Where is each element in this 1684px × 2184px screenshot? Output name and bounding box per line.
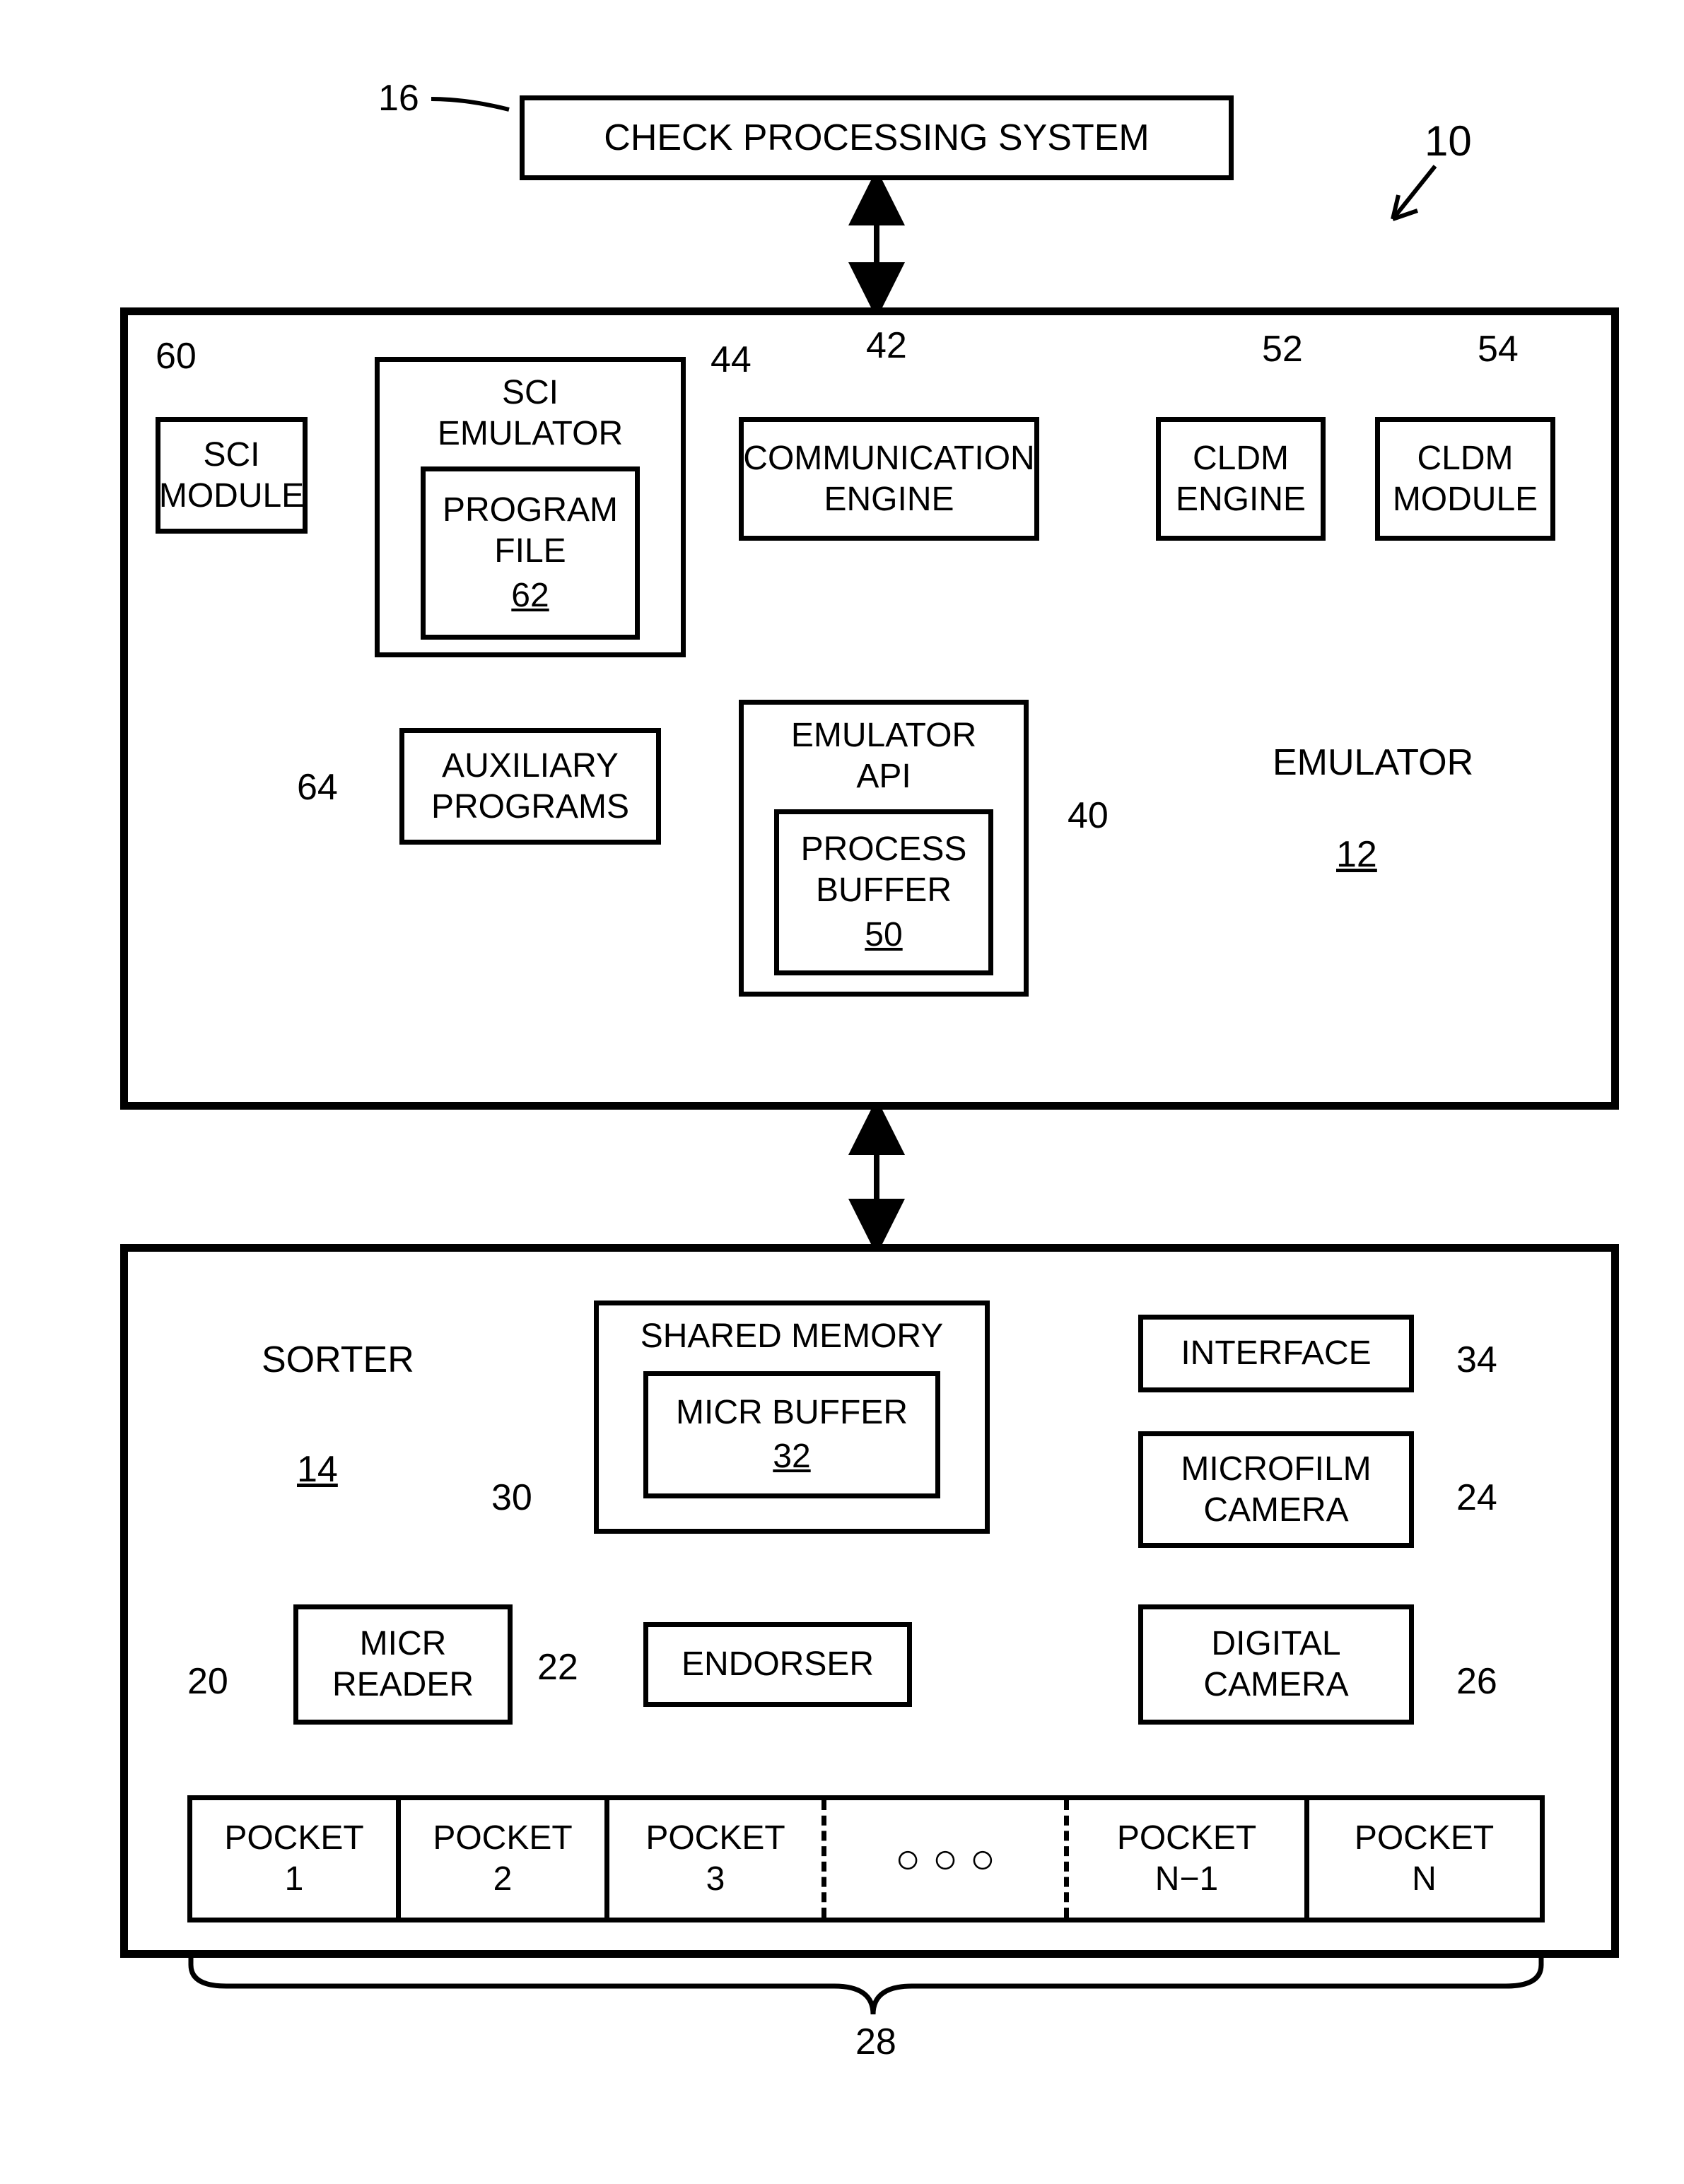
ref-16: 16 [378,78,419,120]
cldm-engine-label: CLDM ENGINE [1176,438,1306,519]
digital-camera-box: DIGITAL CAMERA [1138,1604,1414,1725]
auxiliary-programs-label: AUXILIARY PROGRAMS [431,746,629,827]
ref-32: 32 [773,1436,810,1477]
ref-52: 52 [1262,329,1303,371]
process-buffer-box: PROCESS BUFFER 50 [774,809,993,975]
interface-label: INTERFACE [1181,1333,1371,1374]
ref-62: 62 [511,575,549,616]
sci-module-box: SCI MODULE [156,417,308,534]
ref-40: 40 [1068,795,1109,838]
communication-engine-label: COMMUNICATION ENGINE [743,438,1034,519]
auxiliary-programs-box: AUXILIARY PROGRAMS [399,728,661,845]
pocket-n-1: POCKET N−1 [1069,1800,1309,1918]
emulator-api-label: EMULATOR API [749,715,1018,797]
sci-emulator-box: SCI EMULATOR PROGRAM FILE 62 [375,357,686,657]
ref-20: 20 [187,1661,228,1703]
ref-54: 54 [1478,329,1519,371]
micr-buffer-box: MICR BUFFER 32 [643,1371,940,1498]
cldm-module-box: CLDM MODULE [1375,417,1555,541]
emulator-title: EMULATOR [1273,742,1473,785]
ref-28: 28 [855,2021,896,2064]
micr-buffer-label: MICR BUFFER [676,1392,908,1433]
ref-50: 50 [865,915,902,956]
micr-reader-label: MICR READER [332,1624,474,1705]
pocket-1: POCKET 1 [192,1800,401,1918]
ref-14: 14 [297,1449,338,1491]
pocket-n: POCKET N [1309,1800,1539,1918]
microfilm-camera-label: MICROFILM CAMERA [1181,1449,1371,1530]
emulator-api-box: EMULATOR API PROCESS BUFFER 50 [739,700,1029,997]
endorser-label: ENDORSER [682,1644,874,1685]
ref-42: 42 [866,325,907,368]
ref-44: 44 [711,339,752,382]
ref-30: 30 [491,1477,532,1520]
interface-box: INTERFACE [1138,1315,1414,1392]
endorser-box: ENDORSER [643,1622,912,1707]
pockets-row: POCKET 1 POCKET 2 POCKET 3 ○ ○ ○ POCKET … [187,1795,1545,1922]
ref-10: 10 [1425,117,1472,165]
pocket-ellipsis: ○ ○ ○ [821,1800,1069,1918]
digital-camera-label: DIGITAL CAMERA [1203,1624,1348,1705]
cldm-engine-box: CLDM ENGINE [1156,417,1326,541]
sci-emulator-label: SCI EMULATOR [385,372,675,454]
ref-64: 64 [297,767,338,809]
ref-60: 60 [156,336,197,378]
check-processing-system-label: CHECK PROCESSING SYSTEM [604,116,1149,160]
ref-26: 26 [1456,1661,1497,1703]
sci-module-label: SCI MODULE [159,435,304,516]
cldm-module-label: CLDM MODULE [1393,438,1538,519]
sorter-title: SORTER [262,1339,414,1382]
pocket-3: POCKET 3 [609,1800,821,1918]
micr-reader-box: MICR READER [293,1604,513,1725]
pocket-2: POCKET 2 [401,1800,609,1918]
ref-34: 34 [1456,1339,1497,1382]
ref-24: 24 [1456,1477,1497,1520]
communication-engine-box: COMMUNICATION ENGINE [739,417,1039,541]
ref-22: 22 [537,1647,578,1689]
process-buffer-label: PROCESS BUFFER [801,829,967,910]
program-file-label: PROGRAM FILE [443,490,618,571]
ref-12: 12 [1336,834,1377,876]
shared-memory-box: SHARED MEMORY MICR BUFFER 32 [594,1301,990,1534]
program-file-box: PROGRAM FILE 62 [421,466,640,640]
microfilm-camera-box: MICROFILM CAMERA [1138,1431,1414,1548]
check-processing-system-box: CHECK PROCESSING SYSTEM [520,95,1234,180]
shared-memory-label: SHARED MEMORY [604,1316,979,1357]
